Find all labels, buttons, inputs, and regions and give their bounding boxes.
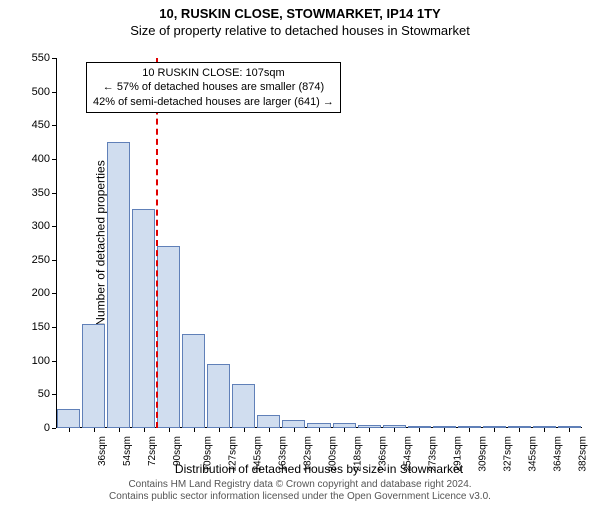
x-tick-mark <box>119 428 120 432</box>
annotation-line3: 42% of semi-detached houses are larger (… <box>93 95 334 109</box>
histogram-bar <box>57 409 80 428</box>
histogram-bar <box>232 384 255 428</box>
x-tick-mark <box>319 428 320 432</box>
x-tick-label: 254sqm <box>403 436 414 472</box>
plot-region: 05010015020025030035040045050055036sqm54… <box>56 58 582 428</box>
x-tick-mark <box>244 428 245 432</box>
histogram-bar <box>307 423 330 428</box>
footer-line1: Contains HM Land Registry data © Crown c… <box>0 479 600 491</box>
chart-title-line1: 10, RUSKIN CLOSE, STOWMARKET, IP14 1TY <box>0 6 600 21</box>
x-tick-label: 54sqm <box>122 436 133 466</box>
x-tick-mark <box>69 428 70 432</box>
x-tick-label: 90sqm <box>172 436 183 466</box>
y-tick-mark <box>52 58 56 59</box>
histogram-bar <box>82 324 105 428</box>
y-tick-label: 200 <box>20 287 50 299</box>
x-tick-label: 200sqm <box>328 436 339 472</box>
x-tick-label: 273sqm <box>428 436 439 472</box>
x-tick-label: 382sqm <box>578 436 589 472</box>
y-tick-label: 350 <box>20 187 50 199</box>
histogram-bar <box>333 423 356 428</box>
y-tick-label: 0 <box>20 422 50 434</box>
x-tick-mark <box>519 428 520 432</box>
histogram-bar <box>132 209 155 428</box>
y-tick-label: 150 <box>20 321 50 333</box>
histogram-bar <box>257 415 280 428</box>
x-tick-mark <box>294 428 295 432</box>
reference-line <box>156 58 158 428</box>
x-tick-label: 345sqm <box>528 436 539 472</box>
x-tick-label: 291sqm <box>453 436 464 472</box>
y-tick-mark <box>52 193 56 194</box>
chart-title-line2: Size of property relative to detached ho… <box>0 23 600 38</box>
x-tick-mark <box>269 428 270 432</box>
y-tick-mark <box>52 92 56 93</box>
histogram-bar <box>107 142 130 428</box>
histogram-bar <box>433 426 456 428</box>
histogram-bar <box>282 420 305 428</box>
y-tick-mark <box>52 327 56 328</box>
x-tick-label: 145sqm <box>252 436 263 472</box>
x-tick-mark <box>94 428 95 432</box>
histogram-bar <box>207 364 230 428</box>
histogram-bar <box>358 425 381 428</box>
x-tick-label: 327sqm <box>503 436 514 472</box>
x-tick-mark <box>219 428 220 432</box>
x-tick-mark <box>169 428 170 432</box>
x-tick-mark <box>194 428 195 432</box>
y-tick-mark <box>52 361 56 362</box>
x-tick-label: 163sqm <box>277 436 288 472</box>
y-tick-label: 50 <box>20 388 50 400</box>
chart-area: Number of detached properties Distributi… <box>56 58 582 428</box>
y-tick-label: 100 <box>20 355 50 367</box>
y-tick-mark <box>52 394 56 395</box>
y-tick-mark <box>52 293 56 294</box>
y-tick-label: 400 <box>20 153 50 165</box>
annotation-box: 10 RUSKIN CLOSE: 107sqm← 57% of detached… <box>86 62 341 113</box>
x-tick-label: 36sqm <box>97 436 108 466</box>
histogram-bar <box>533 426 556 428</box>
x-tick-mark <box>444 428 445 432</box>
y-tick-mark <box>52 159 56 160</box>
y-tick-mark <box>52 125 56 126</box>
y-tick-label: 250 <box>20 254 50 266</box>
histogram-bar <box>558 426 581 428</box>
y-tick-mark <box>52 428 56 429</box>
x-tick-label: 364sqm <box>553 436 564 472</box>
y-tick-mark <box>52 260 56 261</box>
histogram-bar <box>383 425 406 428</box>
y-tick-label: 550 <box>20 52 50 64</box>
x-tick-label: 72sqm <box>147 436 158 466</box>
footer-line2: Contains public sector information licen… <box>0 491 600 503</box>
histogram-bar <box>182 334 205 428</box>
histogram-bar <box>157 246 180 428</box>
annotation-line1: 10 RUSKIN CLOSE: 107sqm <box>93 66 334 80</box>
x-tick-label: 182sqm <box>302 436 313 472</box>
x-tick-mark <box>394 428 395 432</box>
x-tick-mark <box>344 428 345 432</box>
x-tick-label: 309sqm <box>478 436 489 472</box>
histogram-bar <box>408 426 431 428</box>
x-tick-label: 236sqm <box>378 436 389 472</box>
y-tick-label: 500 <box>20 86 50 98</box>
histogram-bar <box>483 426 506 428</box>
y-tick-mark <box>52 226 56 227</box>
x-tick-mark <box>569 428 570 432</box>
x-tick-mark <box>544 428 545 432</box>
x-tick-mark <box>369 428 370 432</box>
x-tick-label: 109sqm <box>202 436 213 472</box>
x-tick-mark <box>494 428 495 432</box>
histogram-bar <box>508 426 531 428</box>
x-tick-mark <box>144 428 145 432</box>
y-axis-line <box>56 58 57 428</box>
x-tick-mark <box>419 428 420 432</box>
y-tick-label: 450 <box>20 119 50 131</box>
x-tick-label: 127sqm <box>227 436 238 472</box>
x-tick-label: 218sqm <box>353 436 364 472</box>
y-tick-label: 300 <box>20 220 50 232</box>
footer: Contains HM Land Registry data © Crown c… <box>0 479 600 503</box>
annotation-line2: ← 57% of detached houses are smaller (87… <box>93 80 334 94</box>
histogram-bar <box>458 426 481 428</box>
x-tick-mark <box>469 428 470 432</box>
